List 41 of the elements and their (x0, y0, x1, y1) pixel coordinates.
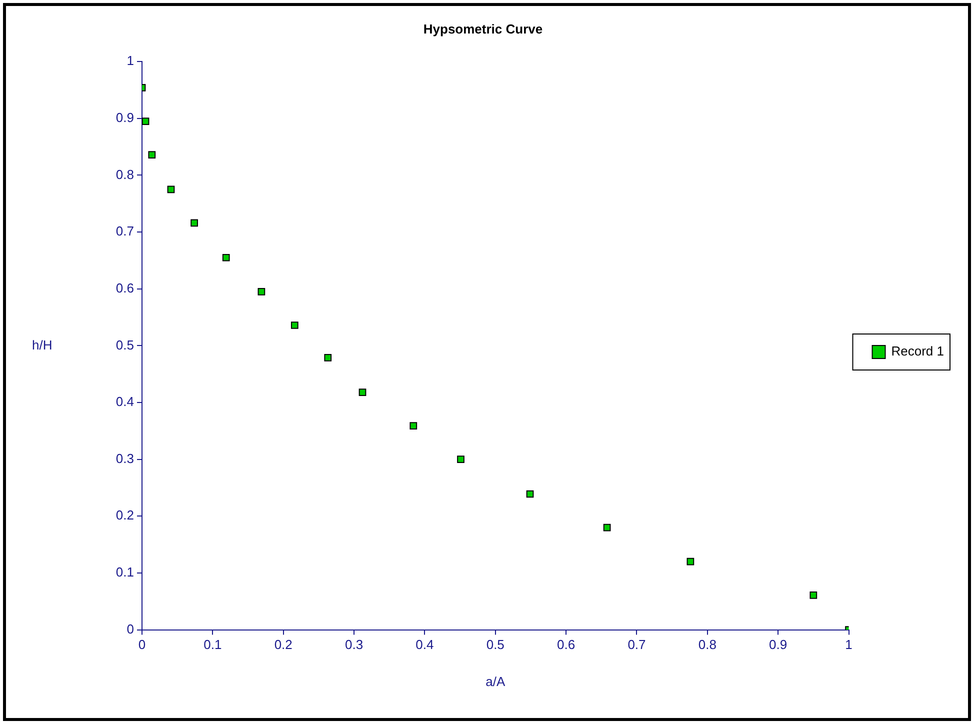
y-tick-label: 0.6 (116, 280, 134, 296)
y-tick-label: 0.2 (116, 508, 134, 523)
y-axis-title: h/H (32, 337, 52, 352)
y-tick-label: 0.7 (116, 224, 134, 239)
y-tick-label: 0.4 (116, 394, 134, 410)
point (457, 456, 464, 464)
x-tick-label: 0.1 (204, 637, 222, 652)
x-tick-label: 0.5 (486, 637, 504, 652)
point (290, 322, 298, 329)
x-axis-title: a/A (486, 674, 506, 689)
point (603, 524, 611, 532)
y-tick-label: 1 (126, 53, 134, 68)
x-tick-label: 0.2 (274, 637, 292, 652)
x-tick-label: 1 (845, 637, 852, 652)
y-tick-label: 0.5 (116, 337, 134, 352)
y-tick-label: 0.8 (116, 166, 134, 182)
point (410, 422, 418, 430)
point (324, 354, 332, 362)
point (358, 388, 366, 396)
y-tick-label: 0.9 (116, 110, 134, 125)
x-tick-label: 0 (138, 637, 146, 652)
x-tick-label: 0.9 (769, 637, 788, 652)
x-tick-label: 0.7 (628, 637, 646, 652)
y-tick-label: 0.1 (116, 564, 134, 580)
point (142, 118, 150, 125)
point (167, 186, 175, 194)
point (810, 591, 818, 599)
point (526, 490, 534, 498)
legend-label: Record 1 (891, 344, 944, 359)
x-tick-label: 0.3 (344, 637, 364, 652)
x-tick-label: 0.6 (557, 637, 576, 652)
point (148, 151, 156, 158)
point (222, 254, 230, 262)
chart-title: Hypsometric Curve (423, 21, 543, 36)
y-tick-label: 0.3 (116, 450, 134, 466)
x-tick-label: 0.8 (698, 637, 716, 652)
y-tick-label: 0 (126, 621, 134, 636)
point (190, 219, 198, 227)
point (258, 288, 266, 296)
point (686, 558, 694, 566)
x-tick-label: 0.4 (416, 637, 434, 652)
